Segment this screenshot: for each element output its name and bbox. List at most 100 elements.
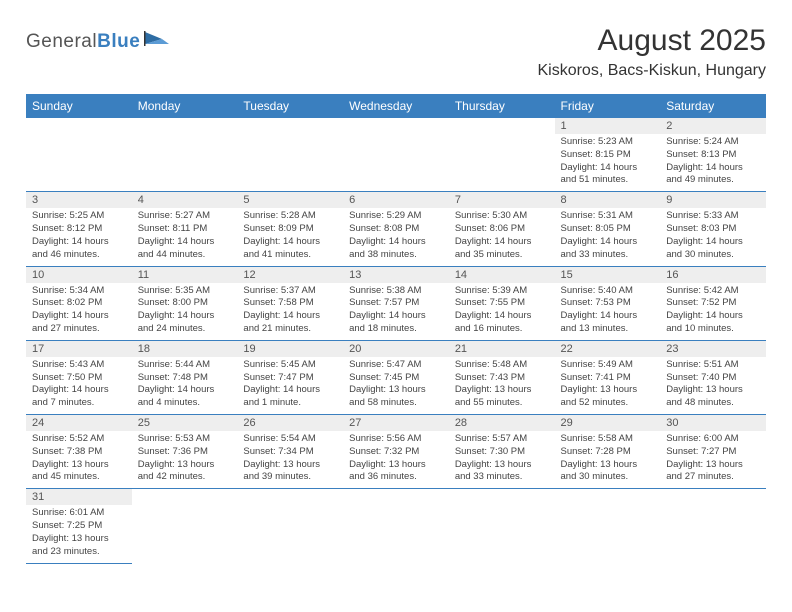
logo-text-part1: General (26, 31, 97, 52)
daylight-text-1: Daylight: 14 hours (243, 236, 337, 249)
weekday-header: Thursday (449, 94, 555, 118)
calendar-day-cell: 14Sunrise: 5:39 AMSunset: 7:55 PMDayligh… (449, 266, 555, 340)
calendar-day-cell: 30Sunrise: 6:00 AMSunset: 7:27 PMDayligh… (660, 415, 766, 489)
day-number: 1 (555, 118, 661, 134)
daylight-text-2: and 16 minutes. (455, 323, 549, 336)
calendar-week-row: 1Sunrise: 5:23 AMSunset: 8:15 PMDaylight… (26, 118, 766, 192)
calendar-day-cell: 17Sunrise: 5:43 AMSunset: 7:50 PMDayligh… (26, 340, 132, 414)
day-content: Sunrise: 5:51 AMSunset: 7:40 PMDaylight:… (660, 357, 766, 414)
daylight-text-1: Daylight: 13 hours (349, 459, 443, 472)
daylight-text-1: Daylight: 13 hours (349, 384, 443, 397)
sunrise-text: Sunrise: 5:47 AM (349, 359, 443, 372)
sunset-text: Sunset: 8:00 PM (138, 297, 232, 310)
sunset-text: Sunset: 8:05 PM (561, 223, 655, 236)
daylight-text-2: and 18 minutes. (349, 323, 443, 336)
day-content: Sunrise: 5:35 AMSunset: 8:00 PMDaylight:… (132, 283, 238, 340)
sunrise-text: Sunrise: 5:27 AM (138, 210, 232, 223)
daylight-text-2: and 27 minutes. (32, 323, 126, 336)
day-number: 29 (555, 415, 661, 431)
calendar-day-cell (237, 489, 343, 563)
sunrise-text: Sunrise: 5:56 AM (349, 433, 443, 446)
day-number: 10 (26, 267, 132, 283)
daylight-text-2: and 33 minutes. (561, 249, 655, 262)
calendar-day-cell (237, 118, 343, 192)
daylight-text-2: and 42 minutes. (138, 471, 232, 484)
logo: GeneralBlue (26, 30, 170, 53)
day-number: 21 (449, 341, 555, 357)
sunrise-text: Sunrise: 5:40 AM (561, 285, 655, 298)
day-number: 15 (555, 267, 661, 283)
sunrise-text: Sunrise: 5:42 AM (666, 285, 760, 298)
daylight-text-2: and 48 minutes. (666, 397, 760, 410)
calendar-day-cell: 25Sunrise: 5:53 AMSunset: 7:36 PMDayligh… (132, 415, 238, 489)
calendar-day-cell (449, 118, 555, 192)
location: Kiskoros, Bacs-Kiskun, Hungary (537, 62, 766, 80)
weekday-header: Friday (555, 94, 661, 118)
daylight-text-2: and 36 minutes. (349, 471, 443, 484)
sunset-text: Sunset: 7:45 PM (349, 372, 443, 385)
weekday-header: Wednesday (343, 94, 449, 118)
day-number: 26 (237, 415, 343, 431)
sunrise-text: Sunrise: 5:33 AM (666, 210, 760, 223)
sunset-text: Sunset: 7:55 PM (455, 297, 549, 310)
daylight-text-1: Daylight: 14 hours (455, 236, 549, 249)
sunrise-text: Sunrise: 5:25 AM (32, 210, 126, 223)
calendar-day-cell: 13Sunrise: 5:38 AMSunset: 7:57 PMDayligh… (343, 266, 449, 340)
weekday-header: Sunday (26, 94, 132, 118)
sunset-text: Sunset: 7:48 PM (138, 372, 232, 385)
daylight-text-1: Daylight: 14 hours (455, 310, 549, 323)
flag-icon (144, 30, 170, 53)
sunset-text: Sunset: 7:50 PM (32, 372, 126, 385)
sunset-text: Sunset: 7:57 PM (349, 297, 443, 310)
daylight-text-1: Daylight: 14 hours (138, 236, 232, 249)
daylight-text-2: and 30 minutes. (561, 471, 655, 484)
title-block: August 2025 Kiskoros, Bacs-Kiskun, Hunga… (537, 24, 766, 80)
calendar-day-cell: 8Sunrise: 5:31 AMSunset: 8:05 PMDaylight… (555, 192, 661, 266)
daylight-text-2: and 7 minutes. (32, 397, 126, 410)
daylight-text-1: Daylight: 14 hours (349, 236, 443, 249)
day-number: 14 (449, 267, 555, 283)
day-number: 28 (449, 415, 555, 431)
sunset-text: Sunset: 8:08 PM (349, 223, 443, 236)
day-content: Sunrise: 5:39 AMSunset: 7:55 PMDaylight:… (449, 283, 555, 340)
calendar-day-cell: 3Sunrise: 5:25 AMSunset: 8:12 PMDaylight… (26, 192, 132, 266)
day-number: 17 (26, 341, 132, 357)
sunrise-text: Sunrise: 5:35 AM (138, 285, 232, 298)
daylight-text-2: and 45 minutes. (32, 471, 126, 484)
day-number: 12 (237, 267, 343, 283)
daylight-text-2: and 13 minutes. (561, 323, 655, 336)
day-content: Sunrise: 5:33 AMSunset: 8:03 PMDaylight:… (660, 208, 766, 265)
calendar-day-cell: 23Sunrise: 5:51 AMSunset: 7:40 PMDayligh… (660, 340, 766, 414)
daylight-text-1: Daylight: 13 hours (138, 459, 232, 472)
daylight-text-1: Daylight: 14 hours (666, 236, 760, 249)
day-content: Sunrise: 5:58 AMSunset: 7:28 PMDaylight:… (555, 431, 661, 488)
sunset-text: Sunset: 7:43 PM (455, 372, 549, 385)
calendar-day-cell: 10Sunrise: 5:34 AMSunset: 8:02 PMDayligh… (26, 266, 132, 340)
sunrise-text: Sunrise: 5:45 AM (243, 359, 337, 372)
calendar-day-cell (343, 118, 449, 192)
daylight-text-1: Daylight: 14 hours (32, 236, 126, 249)
calendar-day-cell: 2Sunrise: 5:24 AMSunset: 8:13 PMDaylight… (660, 118, 766, 192)
day-number: 6 (343, 192, 449, 208)
daylight-text-1: Daylight: 14 hours (138, 384, 232, 397)
calendar-day-cell: 29Sunrise: 5:58 AMSunset: 7:28 PMDayligh… (555, 415, 661, 489)
calendar-day-cell: 15Sunrise: 5:40 AMSunset: 7:53 PMDayligh… (555, 266, 661, 340)
daylight-text-1: Daylight: 13 hours (455, 384, 549, 397)
day-content: Sunrise: 5:24 AMSunset: 8:13 PMDaylight:… (660, 134, 766, 191)
daylight-text-2: and 24 minutes. (138, 323, 232, 336)
sunrise-text: Sunrise: 5:23 AM (561, 136, 655, 149)
day-content: Sunrise: 5:44 AMSunset: 7:48 PMDaylight:… (132, 357, 238, 414)
sunset-text: Sunset: 8:06 PM (455, 223, 549, 236)
daylight-text-2: and 21 minutes. (243, 323, 337, 336)
sunrise-text: Sunrise: 5:24 AM (666, 136, 760, 149)
day-content: Sunrise: 5:43 AMSunset: 7:50 PMDaylight:… (26, 357, 132, 414)
daylight-text-1: Daylight: 13 hours (561, 459, 655, 472)
sunset-text: Sunset: 8:15 PM (561, 149, 655, 162)
day-number: 5 (237, 192, 343, 208)
calendar-week-row: 10Sunrise: 5:34 AMSunset: 8:02 PMDayligh… (26, 266, 766, 340)
daylight-text-1: Daylight: 13 hours (243, 459, 337, 472)
sunset-text: Sunset: 7:27 PM (666, 446, 760, 459)
daylight-text-2: and 30 minutes. (666, 249, 760, 262)
calendar-day-cell: 12Sunrise: 5:37 AMSunset: 7:58 PMDayligh… (237, 266, 343, 340)
weekday-header: Monday (132, 94, 238, 118)
